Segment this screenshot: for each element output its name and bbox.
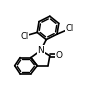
Text: Cl: Cl [20,31,29,40]
Text: N: N [37,46,44,55]
Text: Cl: Cl [65,24,74,33]
Text: O: O [55,51,62,60]
